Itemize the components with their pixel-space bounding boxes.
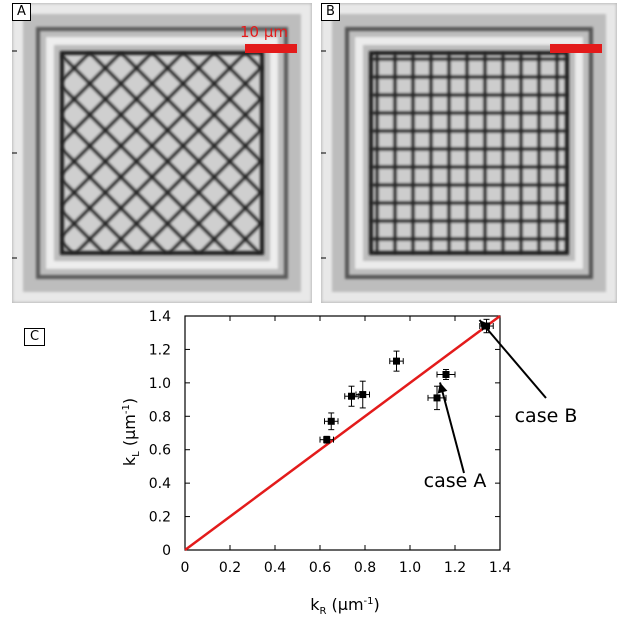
y-tick-label: 1.4 bbox=[149, 309, 171, 325]
point-marker bbox=[323, 436, 331, 444]
point-marker bbox=[442, 371, 450, 378]
data-point bbox=[389, 350, 404, 372]
annotation-arrow bbox=[439, 382, 465, 474]
annotations-group: case A case B bbox=[424, 319, 578, 492]
data-points-group bbox=[319, 318, 494, 444]
data-point bbox=[436, 368, 456, 381]
plot-frame bbox=[184, 315, 501, 551]
annotation-arrow bbox=[478, 319, 547, 399]
y-tick-label: 0.8 bbox=[149, 409, 171, 425]
y-tick-label: 1.2 bbox=[149, 342, 171, 358]
y-axis-label: kL (µm-1) bbox=[120, 398, 142, 466]
x-tick-label: 0.4 bbox=[264, 560, 286, 576]
micrograph-a-image bbox=[12, 3, 312, 303]
x-tick-label: 1.0 bbox=[399, 560, 421, 576]
panel-label-c: C bbox=[24, 328, 46, 346]
micrograph-panel-a: A 10 µm bbox=[12, 3, 312, 303]
data-point bbox=[355, 380, 370, 409]
scale-bar bbox=[550, 44, 602, 53]
panel-label-a: A bbox=[12, 3, 31, 21]
annotation-label: case B bbox=[515, 405, 578, 427]
y-tick-label: 0.4 bbox=[149, 476, 171, 492]
y-tick-label: 0 bbox=[162, 543, 171, 559]
micrograph-b-image bbox=[321, 3, 617, 303]
annotation-arrowhead bbox=[437, 382, 448, 394]
point-marker bbox=[393, 357, 400, 365]
x-tick-label: 1.2 bbox=[444, 560, 466, 576]
y-tick-label: 0.6 bbox=[149, 443, 171, 459]
reference-line-group bbox=[184, 314, 501, 552]
y-tick-label: 0.2 bbox=[149, 510, 171, 526]
scatter-chart: 0 0.2 0.4 0.6 0.8 1.0 1.2 1.4 0 0.2 0.4 0.6 0.8 1.0 1.… bbox=[120, 309, 578, 617]
y-tick-label: 1.0 bbox=[149, 376, 171, 392]
fit-line bbox=[184, 314, 501, 552]
data-point bbox=[324, 412, 339, 431]
x-tick-label: 0.2 bbox=[219, 560, 241, 576]
point-marker bbox=[433, 394, 441, 402]
point-marker bbox=[359, 391, 367, 399]
x-tick-label: 1.4 bbox=[489, 560, 511, 576]
x-axis-label: kR (µm-1) bbox=[310, 595, 380, 617]
x-tick-label: 0.6 bbox=[309, 560, 331, 576]
x-tick-label: 0 bbox=[181, 560, 190, 576]
micrograph-panel-b: B bbox=[321, 3, 617, 303]
panel-label-b: B bbox=[321, 3, 340, 21]
annotation-arrowhead bbox=[479, 320, 490, 331]
scale-bar bbox=[245, 44, 297, 53]
annotation-label: case A bbox=[424, 470, 487, 492]
data-point bbox=[319, 435, 334, 444]
point-marker bbox=[348, 392, 355, 400]
axes-group: 0 0.2 0.4 0.6 0.8 1.0 1.2 1.4 0 0.2 0.4 0.6 0.8 1.0 1.… bbox=[149, 309, 511, 576]
x-tick-label: 0.8 bbox=[354, 560, 376, 576]
data-point bbox=[427, 385, 447, 411]
point-marker bbox=[327, 417, 335, 425]
scale-bar-label: 10 µm bbox=[240, 23, 289, 41]
